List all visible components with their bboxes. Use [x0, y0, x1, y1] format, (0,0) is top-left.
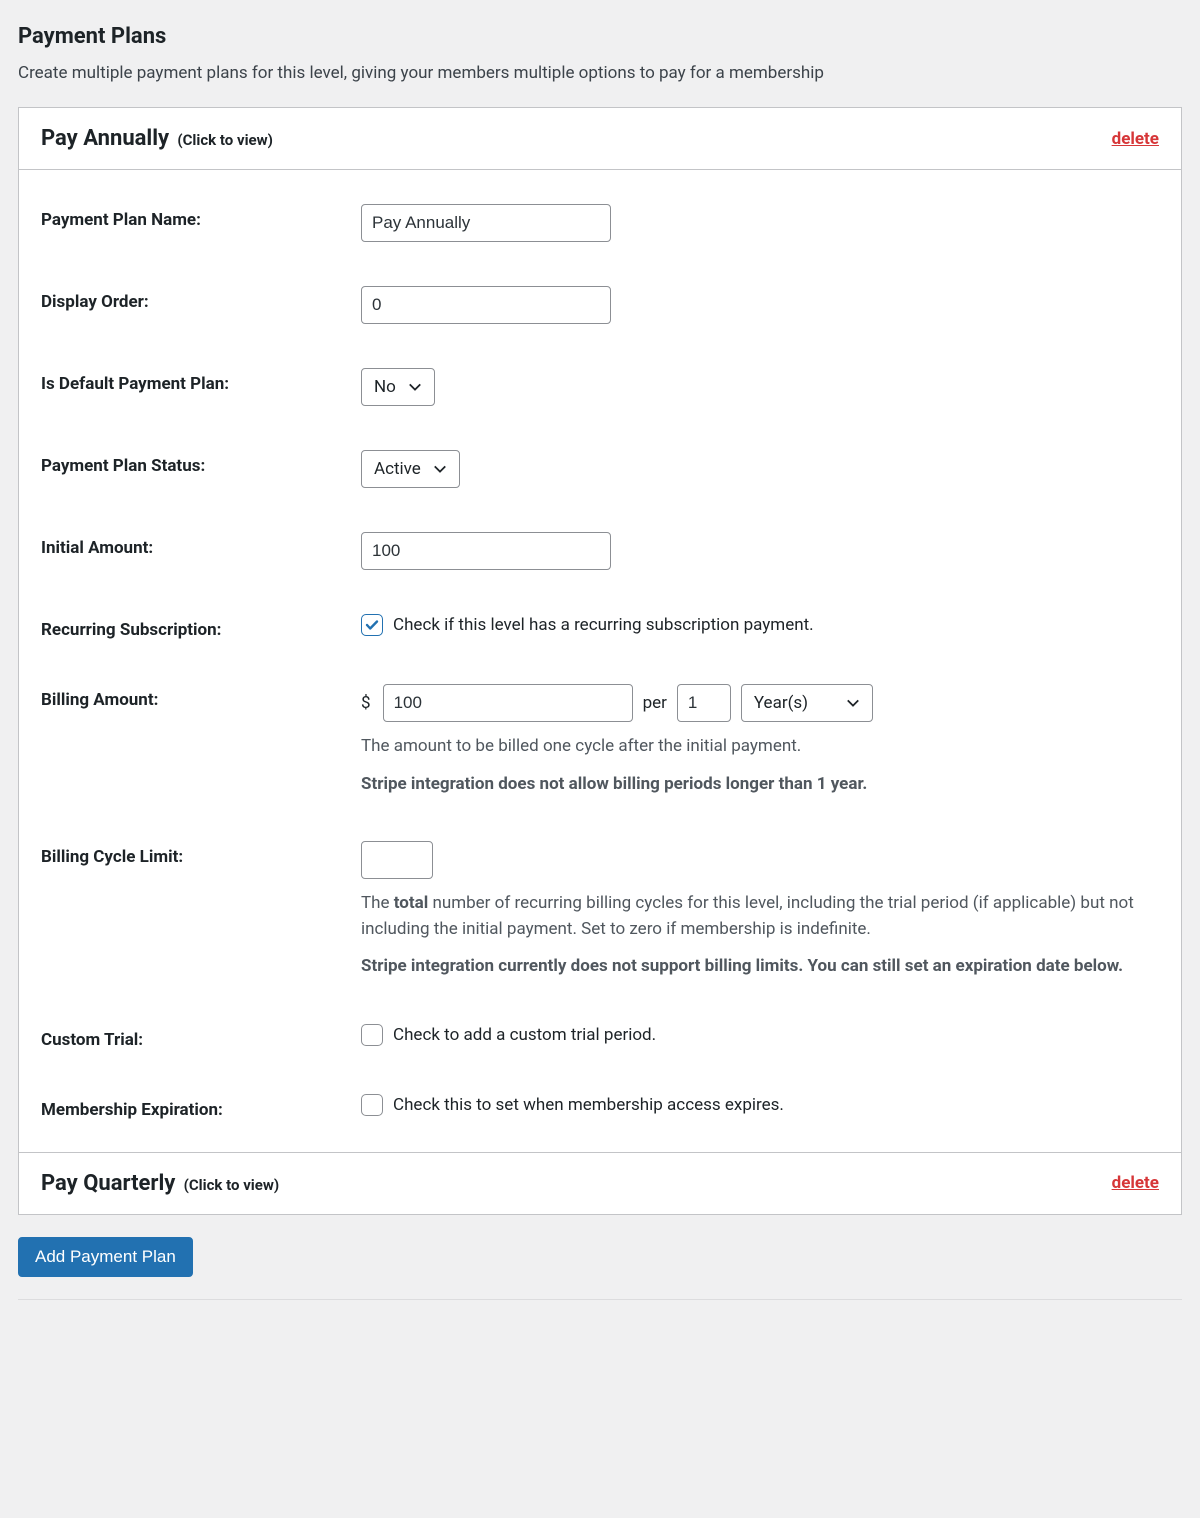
billing-amount-input[interactable]: [383, 684, 633, 722]
plan-status-select[interactable]: Active: [361, 450, 460, 488]
display-order-input[interactable]: [361, 286, 611, 324]
is-default-select[interactable]: No: [361, 368, 435, 406]
divider: [18, 1299, 1182, 1300]
cycle-period-value: Year(s): [754, 693, 808, 713]
label-plan-status: Payment Plan Status:: [41, 450, 361, 476]
plan-status-value: Active: [374, 459, 421, 479]
label-display-order: Display Order:: [41, 286, 361, 312]
label-plan-name: Payment Plan Name:: [41, 204, 361, 230]
payment-plans-container: Pay Annually (Click to view) delete Paym…: [18, 107, 1182, 1215]
recurring-checkbox[interactable]: [361, 614, 383, 636]
click-to-view-hint: (Click to view): [184, 1176, 280, 1194]
click-to-view-hint: (Click to view): [177, 131, 273, 149]
plan-body-pay-annually: Payment Plan Name: Display Order: Is Def…: [19, 170, 1181, 1153]
plan-header-pay-annually[interactable]: Pay Annually (Click to view) delete: [19, 108, 1181, 170]
plan-title: Pay Quarterly: [41, 1171, 175, 1196]
plan-name-input[interactable]: [361, 204, 611, 242]
membership-expiration-checkbox[interactable]: [361, 1094, 383, 1116]
custom-trial-checkbox-label: Check to add a custom trial period.: [393, 1025, 656, 1045]
add-payment-plan-button[interactable]: Add Payment Plan: [18, 1237, 193, 1277]
label-membership-expiration: Membership Expiration:: [41, 1094, 361, 1120]
cycle-limit-input[interactable]: [361, 841, 433, 879]
chevron-down-icon: [846, 696, 860, 710]
is-default-value: No: [374, 377, 396, 397]
delete-plan-link[interactable]: delete: [1112, 129, 1159, 149]
initial-amount-input[interactable]: [361, 532, 611, 570]
billing-help-1: The amount to be billed one cycle after …: [361, 734, 1159, 760]
page-description: Create multiple payment plans for this l…: [18, 63, 1182, 83]
label-custom-trial: Custom Trial:: [41, 1024, 361, 1050]
label-is-default: Is Default Payment Plan:: [41, 368, 361, 394]
plan-header-pay-quarterly[interactable]: Pay Quarterly (Click to view) delete: [19, 1153, 1181, 1214]
cycle-help-2: Stripe integration currently does not su…: [361, 954, 1159, 980]
recurring-checkbox-label: Check if this level has a recurring subs…: [393, 615, 814, 635]
label-billing-amount: Billing Amount:: [41, 684, 361, 710]
cycle-help-1: The total number of recurring billing cy…: [361, 891, 1159, 942]
cycle-number-input[interactable]: [677, 684, 731, 722]
label-cycle-limit: Billing Cycle Limit:: [41, 841, 361, 867]
chevron-down-icon: [433, 462, 447, 476]
per-label: per: [643, 693, 667, 713]
delete-plan-link[interactable]: delete: [1112, 1173, 1159, 1193]
plan-title: Pay Annually: [41, 126, 169, 151]
custom-trial-checkbox[interactable]: [361, 1024, 383, 1046]
membership-expiration-checkbox-label: Check this to set when membership access…: [393, 1095, 784, 1115]
billing-help-2: Stripe integration does not allow billin…: [361, 772, 1159, 798]
currency-symbol: $: [361, 693, 371, 713]
chevron-down-icon: [408, 380, 422, 394]
label-recurring: Recurring Subscription:: [41, 614, 361, 640]
cycle-period-select[interactable]: Year(s): [741, 684, 873, 722]
label-initial-amount: Initial Amount:: [41, 532, 361, 558]
page-title: Payment Plans: [18, 24, 1182, 49]
